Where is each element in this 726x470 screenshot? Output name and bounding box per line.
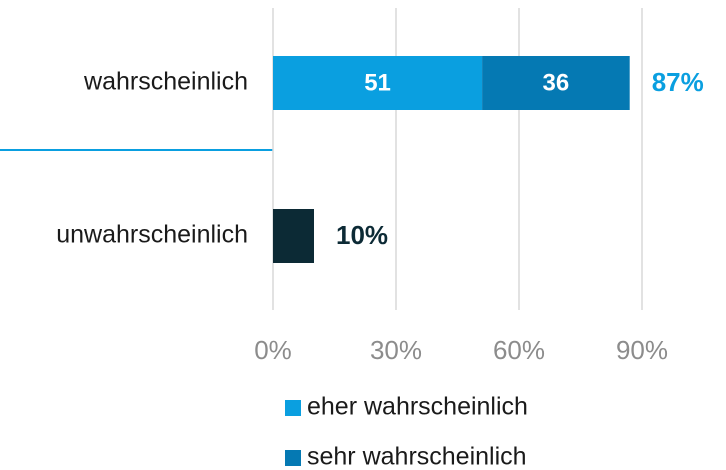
total-label: 87% <box>652 67 704 97</box>
x-tick-label: 30% <box>370 335 422 365</box>
legend-label: eher wahrscheinlich <box>307 393 528 421</box>
legend-swatch <box>285 400 301 416</box>
bar-segment <box>482 56 630 110</box>
category-label: unwahrscheinlich <box>56 221 248 249</box>
data-label: 36 <box>543 69 570 96</box>
category-label: wahrscheinlich <box>83 68 248 96</box>
legend-label: sehr wahrscheinlich <box>307 443 527 470</box>
legend-swatch <box>285 450 301 466</box>
total-label: 10% <box>336 220 388 250</box>
x-tick-label: 90% <box>616 335 668 365</box>
data-label: 51 <box>364 69 391 96</box>
bar-segment <box>273 56 483 110</box>
bar-segment <box>273 209 314 263</box>
x-tick-label: 60% <box>493 335 545 365</box>
x-tick-label: 0% <box>254 335 292 365</box>
